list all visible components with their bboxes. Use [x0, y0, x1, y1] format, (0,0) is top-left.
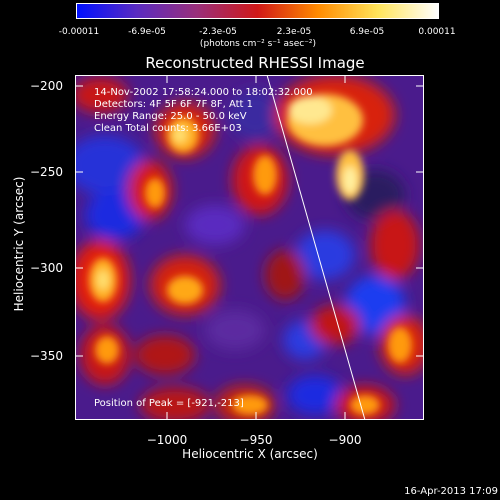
y-tick-label: −250 [30, 165, 63, 179]
solar-limb-line [266, 75, 366, 420]
colorbar-tick-label: 0.00011 [418, 27, 456, 37]
y-tick-label: −200 [30, 79, 63, 93]
rhessi-image [75, 75, 424, 420]
info-energy-range: Energy Range: 25.0 - 50.0 keV [94, 111, 247, 122]
colorbar-tick-label: -0.00011 [58, 27, 100, 37]
y-tick-label: −300 [30, 261, 63, 275]
colorbar [76, 3, 439, 19]
x-tick-label: −1000 [146, 433, 188, 447]
info-time-range: 14-Nov-2002 17:58:24.000 to 18:02:32.000 [94, 87, 313, 98]
info-detectors: Detectors: 4F 5F 6F 7F 8F, Att 1 [94, 99, 254, 110]
y-axis-label: Heliocentric Y (arcsec) [12, 176, 26, 312]
x-tick-label: −900 [328, 433, 362, 447]
colorbar-tick-label: -2.3e-05 [199, 27, 237, 37]
colorbar-units: (photons cm⁻² s⁻¹ asec⁻²) [199, 39, 317, 49]
colorbar-tick-label: -6.9e-05 [128, 27, 166, 37]
info-clean-counts: Clean Total counts: 3.66E+03 [94, 123, 242, 134]
x-tick-label: −950 [239, 433, 273, 447]
render-timestamp: 16-Apr-2013 17:09 [404, 486, 498, 497]
colorbar-tick-label: 6.9e-05 [349, 27, 385, 37]
x-axis-label: Heliocentric X (arcsec) [182, 447, 318, 461]
y-tick-label: −350 [30, 349, 63, 363]
colorbar-tick-label: 2.3e-05 [276, 27, 312, 37]
plot-title: Reconstructed RHESSI Image [145, 54, 365, 72]
peak-position: Position of Peak = [-921,-213] [94, 398, 244, 409]
